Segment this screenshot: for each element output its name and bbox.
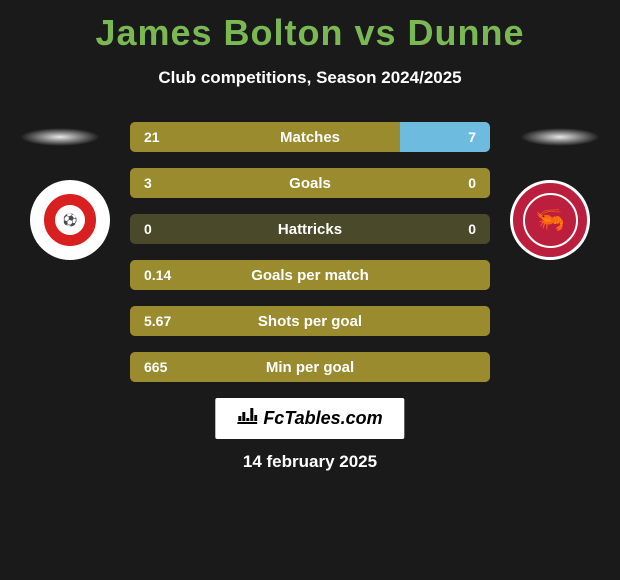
stat-label: Hattricks xyxy=(130,214,490,244)
stat-label: Goals xyxy=(130,168,490,198)
brand-box[interactable]: FcTables.com xyxy=(215,398,404,439)
date-text: 14 february 2025 xyxy=(0,452,620,472)
left-badge-shadow xyxy=(20,128,100,146)
right-team-badge: 🦐 xyxy=(510,180,590,260)
stat-row: 665Min per goal xyxy=(130,352,490,382)
left-badge-inner: ⚽ xyxy=(40,190,100,250)
stat-row: 5.67Shots per goal xyxy=(130,306,490,336)
stat-label: Matches xyxy=(130,122,490,152)
comparison-subtitle: Club competitions, Season 2024/2025 xyxy=(0,68,620,88)
chart-icon xyxy=(237,408,257,429)
stat-row: 3Goals0 xyxy=(130,168,490,198)
stat-label: Min per goal xyxy=(130,352,490,382)
stat-value-right: 0 xyxy=(468,168,476,198)
stat-row: 0Hattricks0 xyxy=(130,214,490,244)
right-badge-inner: 🦐 xyxy=(523,193,578,248)
stats-container: 21Matches73Goals00Hattricks00.14Goals pe… xyxy=(130,122,490,398)
brand-text: FcTables.com xyxy=(263,408,382,429)
shrimp-icon: 🦐 xyxy=(535,206,565,235)
stat-value-right: 7 xyxy=(468,122,476,152)
comparison-title: James Bolton vs Dunne xyxy=(0,0,620,54)
left-badge-center: ⚽ xyxy=(55,205,85,235)
stat-label: Goals per match xyxy=(130,260,490,290)
stat-label: Shots per goal xyxy=(130,306,490,336)
stat-row: 0.14Goals per match xyxy=(130,260,490,290)
stat-row: 21Matches7 xyxy=(130,122,490,152)
left-team-badge: ⚽ xyxy=(30,180,110,260)
stat-value-right: 0 xyxy=(468,214,476,244)
right-badge-shadow xyxy=(520,128,600,146)
